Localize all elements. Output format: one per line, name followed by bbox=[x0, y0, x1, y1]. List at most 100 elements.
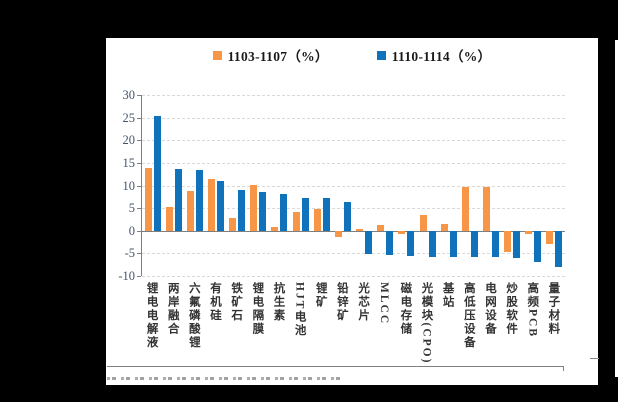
y-tick-label: 10 bbox=[122, 178, 136, 193]
bar-1103-1107（%）-量子材料 bbox=[546, 230, 554, 245]
gridline bbox=[142, 140, 565, 142]
bar-1103-1107（%）-MLCC bbox=[377, 225, 385, 231]
bar-1103-1107（%）-抗生素 bbox=[271, 226, 279, 231]
x-axis-zero-line bbox=[142, 230, 565, 232]
bar-1103-1107（%）-锂电电解液 bbox=[144, 167, 152, 231]
x-category-label-光模块(CPO): 光模块(CPO) bbox=[420, 282, 433, 365]
bar-1110-1114（%）-铅锌矿 bbox=[343, 201, 351, 231]
y-axis-tick bbox=[137, 276, 141, 277]
x-category-label-磁电存储: 磁电存储 bbox=[399, 282, 412, 336]
right-edge-sliver bbox=[615, 40, 618, 377]
x-category-label-锂矿: 锂矿 bbox=[314, 282, 327, 309]
bar-1110-1114（%）-光芯片 bbox=[365, 230, 373, 255]
y-tick-label: -10 bbox=[118, 269, 135, 283]
chart-legend: 1103-1107（%） 1110-1114（%） bbox=[106, 45, 598, 65]
gridline bbox=[142, 208, 565, 210]
legend-item-1103-1107: 1103-1107（%） bbox=[212, 45, 329, 65]
gridline bbox=[142, 162, 565, 164]
bar-1103-1107（%）-锂电隔膜 bbox=[250, 185, 258, 231]
x-category-label-MLCC: MLCC bbox=[378, 282, 391, 326]
bar-1110-1114（%）-锂矿 bbox=[322, 197, 330, 231]
legend-swatch-blue-icon bbox=[376, 50, 386, 60]
y-tick-label: 30 bbox=[122, 88, 136, 102]
stray-dash bbox=[590, 358, 599, 359]
gridline bbox=[142, 117, 565, 119]
gridline bbox=[142, 253, 565, 255]
bar-1110-1114（%）-有机硅 bbox=[217, 180, 225, 231]
x-category-label-六氟磷酸锂: 六氟磷酸锂 bbox=[187, 282, 200, 350]
bar-1103-1107（%）-磁电存储 bbox=[398, 230, 406, 234]
x-category-label-锂电隔膜: 锂电隔膜 bbox=[251, 282, 264, 336]
legend-label: 1110-1114（%） bbox=[391, 49, 492, 64]
caption-divider-tick bbox=[563, 366, 564, 371]
x-category-label-基站: 基站 bbox=[441, 282, 454, 309]
x-category-label-有机硅: 有机硅 bbox=[209, 282, 222, 323]
y-axis-tick bbox=[137, 140, 141, 142]
x-category-label-抗生素: 抗生素 bbox=[272, 282, 285, 323]
bar-1103-1107（%）-炒股软件 bbox=[504, 230, 512, 252]
legend-swatch-orange-icon bbox=[212, 50, 222, 60]
bar-1110-1114（%）-MLCC bbox=[386, 230, 394, 255]
bar-1110-1114（%）-高频PCB bbox=[534, 230, 542, 263]
bar-1103-1107（%）-六氟磷酸锂 bbox=[186, 190, 194, 231]
x-category-label-光芯片: 光芯片 bbox=[357, 282, 370, 323]
bar-1110-1114（%）-抗生素 bbox=[280, 194, 288, 231]
bar-1110-1114（%）-锂电隔膜 bbox=[259, 191, 267, 231]
y-axis-line bbox=[141, 95, 142, 276]
y-axis-tick bbox=[137, 95, 141, 96]
x-category-label-两岸融合: 两岸融合 bbox=[166, 282, 179, 336]
gridline bbox=[142, 185, 565, 187]
clipped-caption-remnant bbox=[107, 377, 343, 380]
x-category-label-电网设备: 电网设备 bbox=[483, 282, 496, 336]
x-category-label-炒股软件: 炒股软件 bbox=[505, 282, 518, 336]
y-tick-label: 15 bbox=[122, 155, 136, 170]
bar-1103-1107（%）-铅锌矿 bbox=[334, 230, 342, 237]
bar-1110-1114（%）-HJT电池 bbox=[301, 197, 309, 231]
bar-chart-plot-area: 30 25 20 15 10 5 0 -5 -10 锂电电解液 两岸融合 六氟磷酸锂 有机硅 铁矿石 锂电隔… bbox=[118, 88, 565, 364]
y-tick-label: -5 bbox=[124, 246, 135, 261]
bar-1110-1114（%）-基站 bbox=[449, 230, 457, 257]
bar-1103-1107（%）-锂矿 bbox=[313, 208, 321, 231]
bar-1103-1107（%）-光模块(CPO) bbox=[419, 215, 427, 231]
bar-1110-1114（%）-两岸融合 bbox=[174, 169, 182, 231]
bar-1103-1107（%）-有机硅 bbox=[208, 178, 216, 231]
legend-label: 1103-1107（%） bbox=[227, 49, 329, 64]
bar-1103-1107（%）-两岸融合 bbox=[165, 207, 173, 231]
y-axis-tick bbox=[137, 185, 141, 187]
x-category-label-锂电电解液: 锂电电解液 bbox=[145, 282, 158, 350]
x-category-label-量子材料: 量子材料 bbox=[547, 282, 560, 336]
bar-1103-1107（%）-基站 bbox=[440, 223, 448, 231]
bar-1103-1107（%）-HJT电池 bbox=[292, 212, 300, 231]
bar-1103-1107（%）-高低压设备 bbox=[461, 187, 469, 231]
x-category-label-高低压设备: 高低压设备 bbox=[462, 282, 475, 350]
bar-1103-1107（%）-光芯片 bbox=[356, 229, 364, 231]
x-category-label-HJT电池: HJT电池 bbox=[293, 282, 306, 338]
bar-1110-1114（%）-锂电电解液 bbox=[153, 115, 161, 231]
y-axis-tick bbox=[137, 162, 141, 164]
bar-1110-1114（%）-光模块(CPO) bbox=[428, 230, 436, 257]
gridline bbox=[142, 95, 565, 96]
bar-1110-1114（%）-高低压设备 bbox=[470, 230, 478, 258]
bar-1110-1114（%）-电网设备 bbox=[491, 230, 499, 257]
bar-1103-1107（%）-电网设备 bbox=[482, 187, 490, 231]
bar-1110-1114（%）-磁电存储 bbox=[407, 230, 415, 256]
y-tick-label: 20 bbox=[122, 133, 136, 148]
y-tick-label: 25 bbox=[122, 110, 136, 125]
gridline bbox=[142, 276, 565, 277]
bar-1103-1107（%）-铁矿石 bbox=[229, 218, 237, 231]
bar-1103-1107（%）-高频PCB bbox=[525, 230, 533, 235]
bar-1110-1114（%）-量子材料 bbox=[555, 230, 563, 267]
chart-panel: 1103-1107（%） 1110-1114（%） 30 25 20 15 10 5 0 -5… bbox=[106, 38, 599, 385]
y-axis-tick bbox=[137, 208, 141, 210]
bar-1110-1114（%）-铁矿石 bbox=[238, 190, 246, 231]
y-axis-tick bbox=[137, 230, 141, 232]
bar-1110-1114（%）-六氟磷酸锂 bbox=[195, 169, 203, 231]
x-category-label-铅锌矿: 铅锌矿 bbox=[335, 282, 348, 323]
legend-item-1110-1114: 1110-1114（%） bbox=[376, 45, 492, 65]
x-category-label-铁矿石: 铁矿石 bbox=[230, 282, 243, 323]
y-axis-tick bbox=[137, 253, 141, 255]
y-tick-label: 5 bbox=[128, 201, 135, 216]
x-category-label-高频PCB: 高频PCB bbox=[526, 282, 539, 338]
y-axis-tick bbox=[137, 117, 141, 119]
